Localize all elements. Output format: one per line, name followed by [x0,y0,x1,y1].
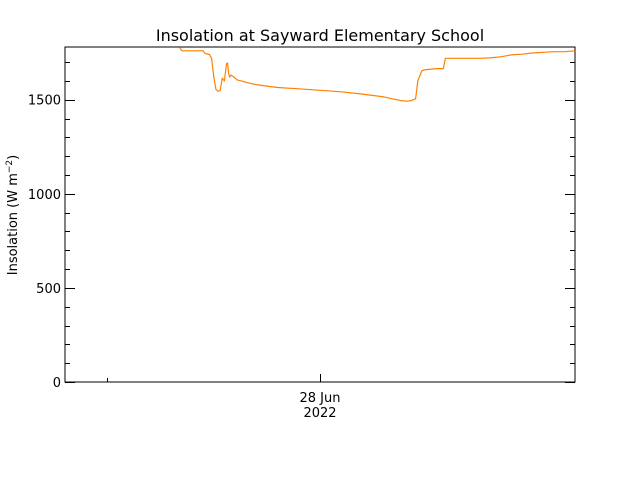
insolation-series-line [179,47,576,102]
x-tick-label-date: 28 Jun [300,391,341,406]
series-layer [179,47,576,102]
y-tick-label: 1500 [28,94,61,109]
chart-title: Insolation at Sayward Elementary School [156,26,484,45]
x-tick-label-year: 2022 [303,406,336,421]
y-tick-label: 1000 [28,188,61,203]
y-axis-label-text: Insolation (W m [6,173,21,275]
y-axis-label-close: ) [6,155,21,160]
y-tick-label: 0 [53,376,61,391]
x-axis-ticks [107,374,321,382]
y-tick-label: 500 [36,282,61,297]
plot-border [64,46,576,383]
plot-area [64,46,576,383]
y-axis-ticks: 0 500 1000 1500 [28,62,575,391]
y-axis-label-exponent: −2 [5,160,15,173]
y-axis-label: Insolation (W m−2) [5,155,21,276]
